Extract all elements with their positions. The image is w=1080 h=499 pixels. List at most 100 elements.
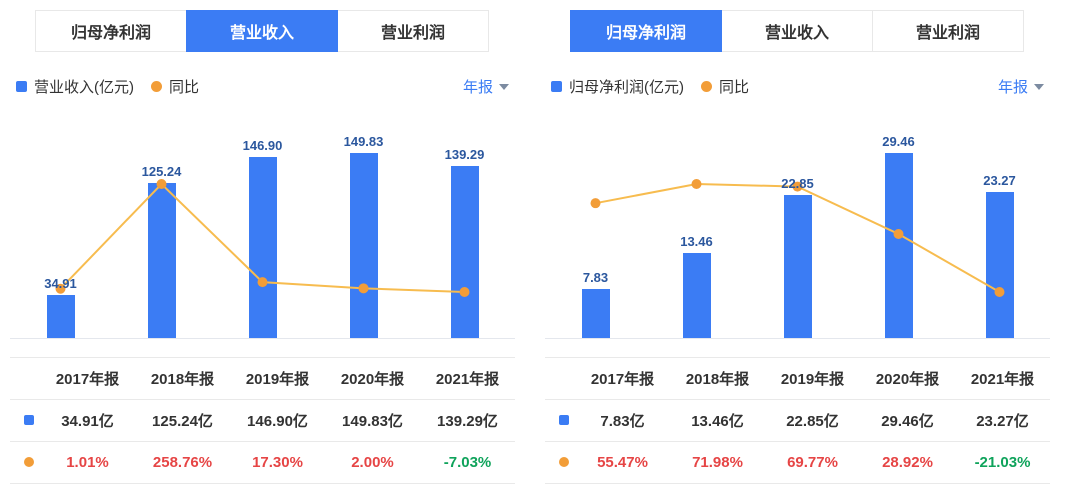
tab-归母净利润[interactable]: 归母净利润 xyxy=(570,10,722,52)
tab-营业利润[interactable]: 营业利润 xyxy=(872,10,1024,52)
data-table: 2017年报 2018年报 2019年报 2020年报 2021年报 34.91亿 125.… xyxy=(10,357,515,484)
bar-value-label: 29.46 xyxy=(882,134,915,149)
bar-value-label: 13.46 xyxy=(680,234,713,250)
bar-2017年报 xyxy=(46,294,75,338)
bar-2020年报 xyxy=(884,153,913,338)
table-row: 55.47% 71.98% 69.77% 28.92% -21.03% xyxy=(545,442,1050,484)
table-header-cell: 2021年报 xyxy=(970,371,1035,388)
table-cell: 125.24亿 xyxy=(152,413,213,430)
table-cell: 7.83亿 xyxy=(600,413,645,430)
period-selector[interactable]: 年报 xyxy=(463,76,509,97)
table-cell: 34.91亿 xyxy=(61,413,114,430)
chevron-down-icon xyxy=(499,83,509,90)
bar-2020年报 xyxy=(349,153,378,338)
line-series-swatch-icon xyxy=(559,457,569,467)
bar-series-swatch-icon xyxy=(24,415,34,425)
line-series-legend-icon xyxy=(151,81,162,92)
series-swatch-cell xyxy=(545,400,575,442)
combo-chart: 7.83 13.46 22.85 29.46 23.27 xyxy=(545,109,1050,339)
line-series-legend-label: 同比 xyxy=(169,79,200,96)
series-swatch-cell xyxy=(545,442,575,484)
bar-value-label: 149.83 xyxy=(343,134,384,149)
table-header-cell: 2018年报 xyxy=(150,371,215,388)
combo-chart: 34.91 125.24 146.90 149.83 139.29 xyxy=(10,109,515,339)
table-header-cell: 2019年报 xyxy=(780,371,845,388)
table-icon-column-header xyxy=(545,358,575,400)
table-cell: 149.83亿 xyxy=(342,413,403,430)
bar-value-label: 22.85 xyxy=(781,175,814,191)
line-series-swatch-icon xyxy=(24,457,34,467)
table-header-row: 2017年报 2018年报 2019年报 2020年报 2021年报 xyxy=(545,357,1050,400)
tab-营业利润[interactable]: 营业利润 xyxy=(337,10,489,52)
page: 归母净利润 营业收入 营业利润 营业收入(亿元) 同比 年报 34.91 125.24… xyxy=(10,10,1050,484)
series-swatch-cell xyxy=(10,442,40,484)
table-cell: 139.29亿 xyxy=(437,413,498,430)
table-cell: -21.03% xyxy=(974,454,1031,471)
bar-2021年报 xyxy=(985,191,1014,338)
legend-row: 营业收入(亿元) 同比 年报 xyxy=(10,76,515,97)
bar-2019年报 xyxy=(248,156,277,338)
table-header-cell: 2019年报 xyxy=(245,371,310,388)
table-header-row: 2017年报 2018年报 2019年报 2020年报 2021年报 xyxy=(10,357,515,400)
table-cell: -7.03% xyxy=(443,454,492,471)
table-header-cell: 2020年报 xyxy=(875,371,940,388)
bar-series-legend-icon xyxy=(16,81,27,92)
table-cell: 23.27亿 xyxy=(976,413,1029,430)
bar-2019年报 xyxy=(783,194,812,338)
table-row: 34.91亿 125.24亿 146.90亿 149.83亿 139.29亿 xyxy=(10,400,515,442)
table-cell: 146.90亿 xyxy=(247,413,308,430)
table-cell: 13.46亿 xyxy=(691,413,744,430)
legend-row: 归母净利润(亿元) 同比 年报 xyxy=(545,76,1050,97)
table-cell: 17.30% xyxy=(252,454,303,471)
bar-value-label: 139.29 xyxy=(444,147,485,162)
data-table: 2017年报 2018年报 2019年报 2020年报 2021年报 7.83亿 13.46… xyxy=(545,357,1050,484)
bar-value-label: 146.90 xyxy=(242,137,283,153)
table-cell: 55.47% xyxy=(597,454,648,471)
bar-2017年报 xyxy=(581,288,610,338)
tab-营业收入[interactable]: 营业收入 xyxy=(186,10,338,52)
bar-value-label: 7.83 xyxy=(582,269,609,285)
bar-series-legend-label: 营业收入(亿元) xyxy=(34,79,134,96)
table-header-cell: 2018年报 xyxy=(685,371,750,388)
bar-2021年报 xyxy=(450,166,479,338)
bar-series-swatch-icon xyxy=(559,415,569,425)
period-selector-label: 年报 xyxy=(462,79,493,96)
table-header-cell: 2017年报 xyxy=(55,371,120,388)
revenue-panel: 归母净利润 营业收入 营业利润 营业收入(亿元) 同比 年报 34.91 125.24… xyxy=(10,10,515,484)
bar-value-label: 34.91 xyxy=(44,275,77,291)
metric-tab-bar: 归母净利润 营业收入 营业利润 xyxy=(570,10,1050,52)
line-point-marker xyxy=(691,179,702,189)
chart-legend: 归母净利润(亿元) 同比 xyxy=(551,76,749,97)
bar-2018年报 xyxy=(682,253,711,338)
table-cell: 1.01% xyxy=(66,454,109,471)
table-header-cell: 2021年报 xyxy=(435,371,500,388)
bar-series-legend-icon xyxy=(551,81,562,92)
table-header-cell: 2017年报 xyxy=(590,371,655,388)
table-icon-column-header xyxy=(10,358,40,400)
net-profit-panel: 归母净利润 营业收入 营业利润 归母净利润(亿元) 同比 年报 7.83 13.46 2… xyxy=(545,10,1050,484)
table-cell: 71.98% xyxy=(692,454,743,471)
metric-tab-bar: 归母净利润 营业收入 营业利润 xyxy=(35,10,515,52)
period-selector-label: 年报 xyxy=(997,79,1028,96)
line-point-marker xyxy=(590,198,601,209)
tab-营业收入[interactable]: 营业收入 xyxy=(721,10,873,52)
table-row: 7.83亿 13.46亿 22.85亿 29.46亿 23.27亿 xyxy=(545,400,1050,442)
chevron-down-icon xyxy=(1034,83,1044,90)
table-cell: 28.92% xyxy=(882,454,933,471)
table-cell: 22.85亿 xyxy=(786,413,839,430)
bar-value-label: 23.27 xyxy=(983,172,1016,188)
bar-2018年报 xyxy=(147,183,176,338)
line-series-legend-label: 同比 xyxy=(719,79,750,96)
tab-归母净利润[interactable]: 归母净利润 xyxy=(35,10,187,52)
table-cell: 2.00% xyxy=(351,454,394,471)
period-selector[interactable]: 年报 xyxy=(998,76,1044,97)
table-row: 1.01% 258.76% 17.30% 2.00% -7.03% xyxy=(10,442,515,484)
bar-value-label: 125.24 xyxy=(141,164,182,180)
chart-legend: 营业收入(亿元) 同比 xyxy=(16,76,199,97)
table-header-cell: 2020年报 xyxy=(340,371,405,388)
table-cell: 69.77% xyxy=(787,454,838,471)
bar-series-legend-label: 归母净利润(亿元) xyxy=(569,79,684,96)
series-swatch-cell xyxy=(10,400,40,442)
line-series-legend-icon xyxy=(701,81,712,92)
table-cell: 29.46亿 xyxy=(881,413,934,430)
